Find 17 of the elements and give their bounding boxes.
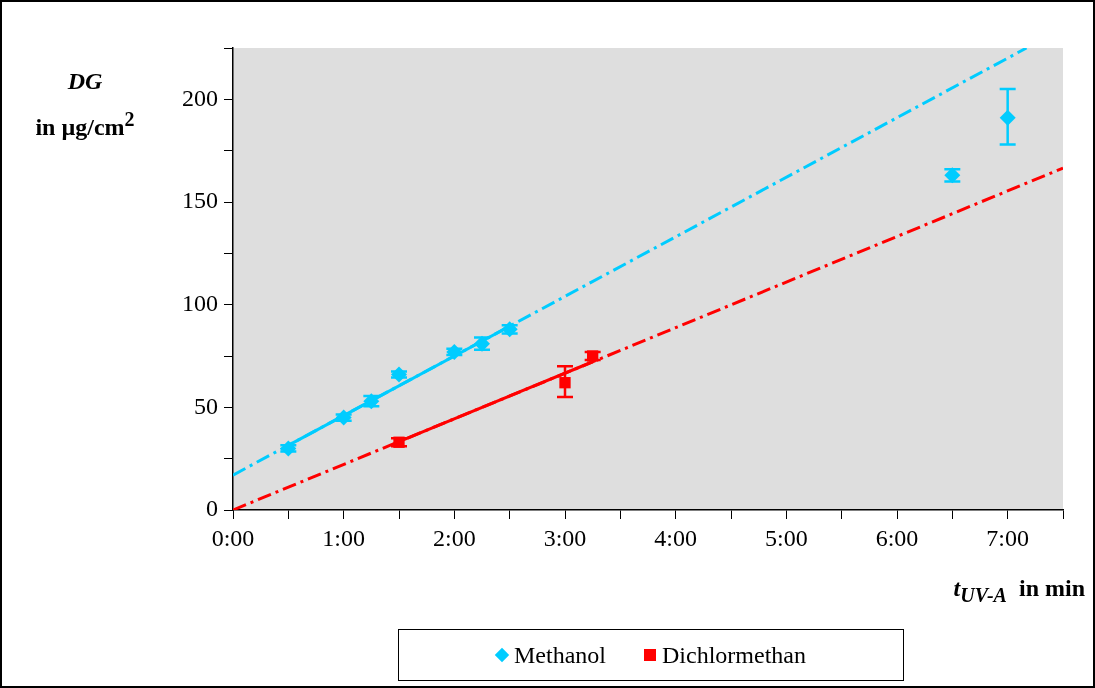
x-tick-label: 3:00 (543, 524, 587, 551)
x-tick-label: 0:00 (211, 524, 255, 551)
legend-label: Methanol (514, 641, 607, 669)
x-tick-label: 2:00 (433, 524, 476, 551)
x-tick-label: 4:00 (654, 524, 697, 551)
y-tick-label: 100 (182, 289, 218, 316)
y-tick-label: 150 (182, 187, 218, 214)
x-tick-label: 7:00 (986, 524, 1029, 551)
x-axis-title: t$_{UV-A}$ in min (953, 575, 1085, 607)
y-axis-title: DG in µg/cm$^{2}$ (34, 67, 136, 142)
x-tick-label: 5:00 (765, 524, 808, 551)
legend-label: Dichlormethan (662, 641, 806, 669)
y-tick-label: 0 (206, 495, 218, 522)
y-tick-label: 50 (194, 392, 218, 419)
x-tick-label: 1:00 (322, 524, 365, 551)
x-tick-label: 6:00 (875, 524, 919, 551)
y-tick-label: 200 (182, 84, 218, 111)
